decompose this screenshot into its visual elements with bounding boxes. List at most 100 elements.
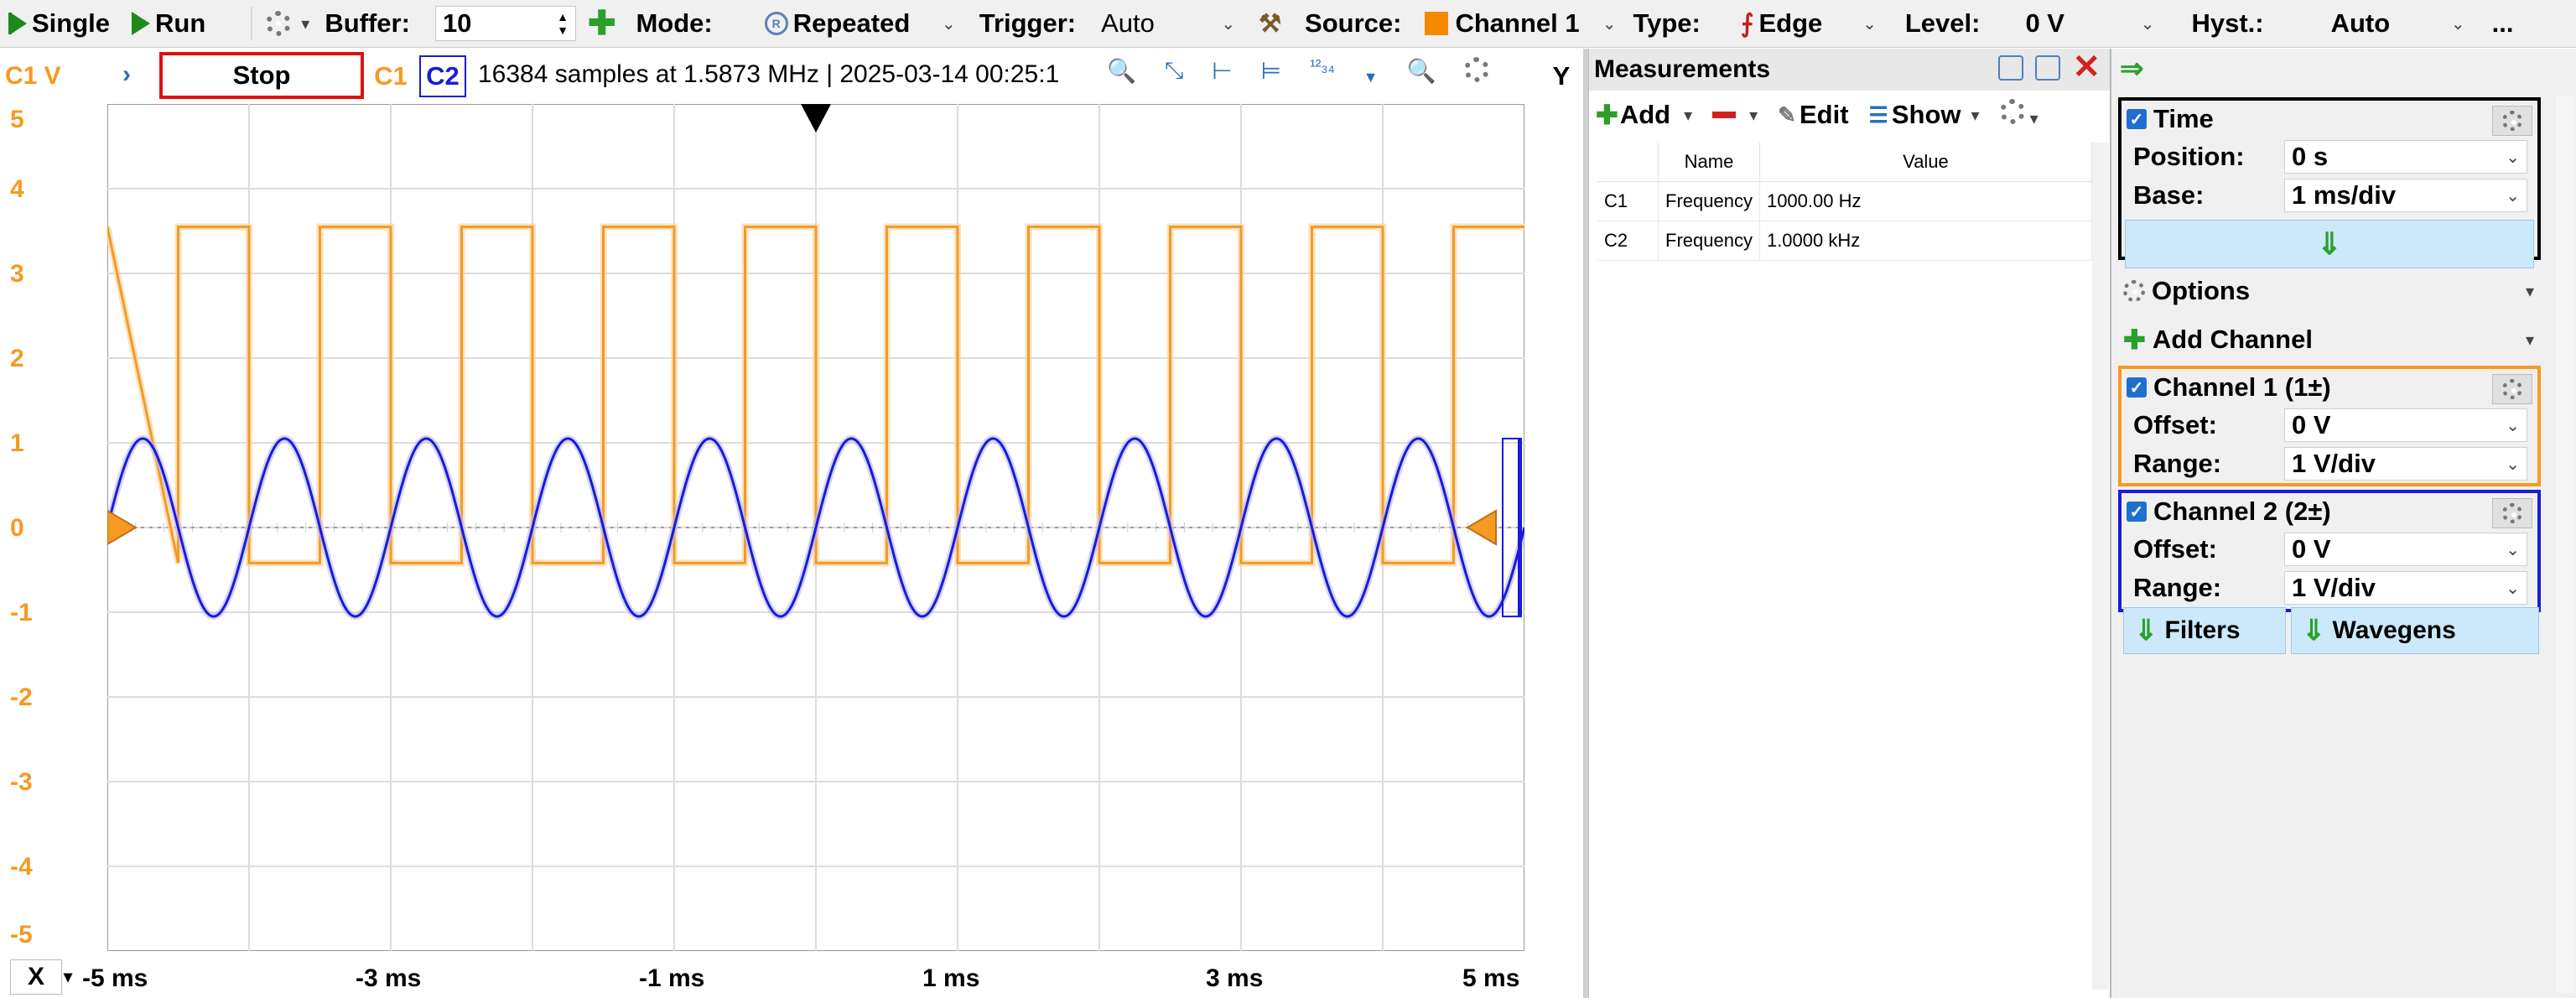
ch1-range-select[interactable]: 1 V/div ⌄ bbox=[2284, 447, 2527, 481]
dropdown-chevron-icon[interactable]: ▼ bbox=[1363, 69, 1379, 86]
chevron-down-icon[interactable]: ▾ bbox=[64, 968, 73, 986]
measurements-scrollbar[interactable] bbox=[2092, 143, 2109, 990]
panel-splitter[interactable] bbox=[1583, 49, 1588, 998]
checkbox-icon[interactable]: ✓ bbox=[2127, 109, 2147, 129]
hyst-label: Hyst.: bbox=[2191, 8, 2264, 38]
ch2-offset-select[interactable]: 0 V ⌄ bbox=[2284, 533, 2527, 566]
measurements-panel: Measurements ✕ ✚ Add ▾ ▾ ✎ Edit ☰ Show ▾ ▾ Na… bbox=[1588, 49, 2111, 998]
trigger-hammer-icon[interactable]: ⚒ bbox=[1259, 9, 1282, 38]
single-button[interactable]: Single bbox=[0, 3, 118, 44]
x-tick-label: -1 ms bbox=[639, 964, 705, 992]
row-name: Frequency bbox=[1658, 221, 1760, 261]
gear-icon[interactable] bbox=[2492, 374, 2532, 404]
acquisition-status: 16384 samples at 1.5873 MHz | 2025-03-14… bbox=[478, 60, 1060, 88]
x-axis-button-label: X bbox=[27, 963, 44, 990]
remove-measurement-button[interactable]: ▾ bbox=[1712, 105, 1758, 126]
offset-label: Offset: bbox=[2133, 410, 2217, 439]
plus-icon: ✚ bbox=[2123, 325, 2146, 355]
more-button[interactable]: ... bbox=[2491, 8, 2514, 38]
type-select[interactable]: ⨍ Edge ⌄ bbox=[1734, 6, 1883, 41]
time-expand-button[interactable]: ⇓ bbox=[2125, 220, 2534, 268]
row-channel: C1 bbox=[1597, 181, 1659, 221]
single-label: Single bbox=[32, 8, 111, 38]
numbering-icon[interactable]: ¹²₃₄ bbox=[1310, 57, 1335, 75]
checkbox-icon[interactable]: ✓ bbox=[2127, 377, 2147, 398]
cursor-tool-icon[interactable]: ⤡ bbox=[1164, 57, 1184, 83]
channel2-range-fill bbox=[1518, 438, 1521, 617]
buffer-spinbox[interactable]: 10 ▲ ▼ bbox=[434, 6, 576, 41]
options-row[interactable]: Options ▾ bbox=[2118, 270, 2541, 312]
axis-left-icon[interactable]: ⊢ bbox=[1212, 58, 1233, 84]
gear-icon[interactable] bbox=[2492, 106, 2532, 136]
x-axis-bar: X ▾ -5 ms -3 ms -1 ms 1 ms 3 ms 5 ms bbox=[0, 956, 1583, 998]
type-label: Type: bbox=[1633, 8, 1701, 38]
chevron-down-icon: ⌄ bbox=[1602, 14, 1617, 34]
dock-arrow-icon[interactable]: ⇒ bbox=[2120, 53, 2144, 85]
run-button[interactable]: Run bbox=[123, 3, 214, 44]
restore-window-icon[interactable] bbox=[1998, 55, 2024, 81]
minus-icon bbox=[1712, 112, 1737, 118]
y-tick-label: -3 bbox=[10, 768, 33, 796]
stop-button[interactable]: Stop bbox=[159, 52, 364, 99]
zoom-out-icon[interactable]: 🔍 bbox=[1406, 58, 1436, 84]
source-label: Source: bbox=[1305, 8, 1402, 38]
hyst-select[interactable]: Auto ⌄ bbox=[2324, 6, 2472, 41]
mode-select[interactable]: R Repeated ⌄ bbox=[758, 6, 963, 41]
options-gear-icon bbox=[2123, 280, 2145, 302]
chevron-down-icon: ⌄ bbox=[2140, 14, 2155, 34]
trigger-select[interactable]: Auto ⌄ bbox=[1094, 6, 1242, 41]
gear-icon[interactable] bbox=[2492, 498, 2532, 528]
ch1-offset-select[interactable]: 0 V ⌄ bbox=[2284, 408, 2527, 442]
expand-arrow-icon[interactable]: › bbox=[122, 60, 131, 88]
acquisition-settings-button[interactable]: ▾ bbox=[257, 3, 318, 44]
checkbox-icon[interactable]: ✓ bbox=[2127, 502, 2147, 522]
channel1-toggle[interactable]: C1 bbox=[374, 61, 408, 91]
y-tick-label: 2 bbox=[10, 345, 24, 372]
y-axis-button[interactable]: Y bbox=[1552, 61, 1571, 91]
oscilloscope-plot[interactable] bbox=[104, 103, 1528, 952]
edit-icon: ✎ bbox=[1778, 101, 1796, 127]
ch1-offset-row: Offset: 0 V ⌄ bbox=[2122, 406, 2537, 444]
y-tick-label: -1 bbox=[10, 599, 33, 626]
measurements-titlebar: Measurements ✕ bbox=[1589, 49, 2111, 91]
base-label: Base: bbox=[2133, 180, 2205, 210]
rising-edge-icon: ⨍ bbox=[1740, 9, 1754, 38]
y-tick-label: 0 bbox=[10, 514, 24, 542]
row-value: 1.0000 kHz bbox=[1759, 221, 2093, 261]
channel2-toggle[interactable]: C2 bbox=[419, 55, 466, 97]
settings-scrollbar[interactable] bbox=[2556, 96, 2574, 993]
x-axis-button[interactable]: X bbox=[10, 959, 62, 995]
wavegens-button[interactable]: ⇓ Wavegens bbox=[2291, 607, 2539, 654]
table-row[interactable]: C1 Frequency 1000.00 Hz bbox=[1597, 181, 2093, 221]
position-select[interactable]: 0 s ⌄ bbox=[2284, 140, 2527, 174]
close-icon[interactable]: ✕ bbox=[2072, 49, 2101, 86]
level-select[interactable]: 0 V ⌄ bbox=[2018, 6, 2161, 41]
axis-grid-icon[interactable]: ⊨ bbox=[1260, 58, 1282, 84]
row-channel: C2 bbox=[1597, 221, 1659, 261]
plot-svg[interactable] bbox=[104, 103, 1528, 952]
source-select[interactable]: Channel 1 ⌄ bbox=[1418, 6, 1623, 41]
y-tick-label: 3 bbox=[10, 260, 24, 288]
add-channel-row[interactable]: ✚ Add Channel ▾ bbox=[2118, 319, 2541, 361]
y-tick-label: -2 bbox=[10, 684, 33, 711]
measurement-settings-gear-icon[interactable]: ▾ bbox=[1999, 99, 2038, 131]
zoom-icon[interactable]: 🔍 bbox=[1107, 58, 1136, 84]
mode-label: Mode: bbox=[636, 8, 713, 38]
filters-button[interactable]: ⇓ Filters bbox=[2123, 607, 2286, 654]
ch2-range-select[interactable]: 1 V/div ⌄ bbox=[2284, 571, 2527, 605]
base-select[interactable]: 1 ms/div ⌄ bbox=[2284, 179, 2527, 212]
base-row: Base: 1 ms/div ⌄ bbox=[2122, 176, 2537, 215]
measurements-title: Measurements bbox=[1594, 55, 1771, 83]
offset-value: 0 V bbox=[2292, 410, 2331, 439]
plot-settings-gear-icon[interactable] bbox=[1464, 57, 1490, 88]
add-buffer-icon[interactable]: ✚ bbox=[587, 5, 616, 42]
time-header: ✓ Time bbox=[2122, 101, 2537, 138]
column-header-channel bbox=[1597, 143, 1659, 182]
show-measurement-button[interactable]: ☰ Show ▾ bbox=[1869, 100, 1980, 130]
add-measurement-button[interactable]: ✚ Add ▾ bbox=[1596, 100, 1692, 130]
edit-measurement-button[interactable]: ✎ Edit bbox=[1778, 100, 1848, 130]
y-axis-labels: 5 4 3 2 1 0 -1 -2 -3 -4 -5 bbox=[0, 104, 107, 951]
chevron-down-icon: ⌄ bbox=[1862, 14, 1877, 34]
table-row[interactable]: C2 Frequency 1.0000 kHz bbox=[1597, 221, 2093, 261]
maximize-window-icon[interactable] bbox=[2035, 55, 2061, 81]
